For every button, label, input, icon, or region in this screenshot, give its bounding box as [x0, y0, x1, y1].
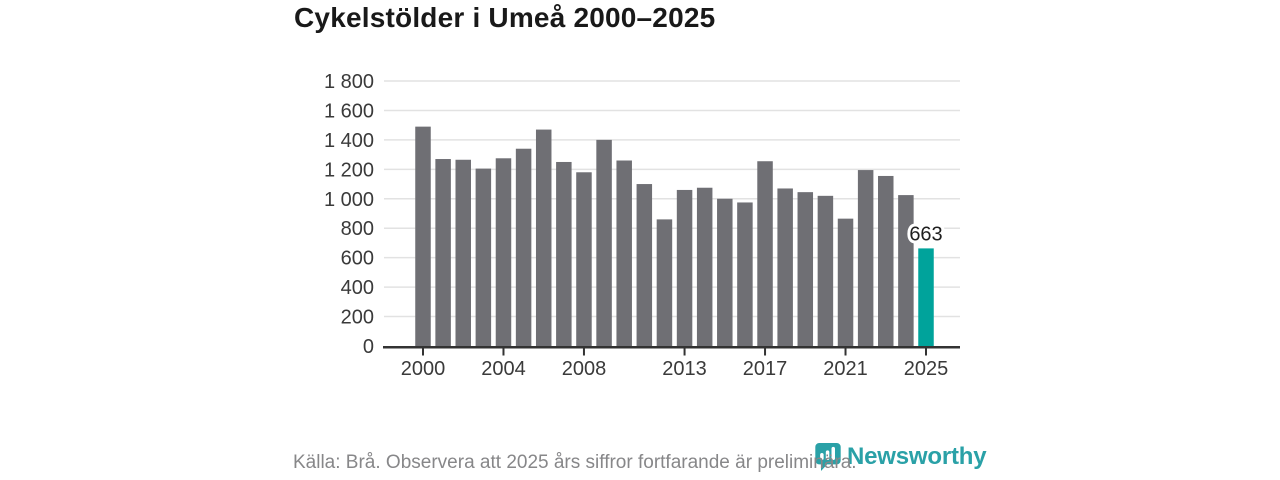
bar-2015: [717, 198, 733, 346]
bar-2005: [515, 148, 532, 346]
y-tick-label-1600: 1 600: [324, 100, 374, 122]
bar-2013: [676, 189, 693, 346]
source-note: Källa: Brå. Observera att 2025 års siffr…: [293, 452, 857, 473]
bar-2007: [556, 161, 572, 346]
bar-2006: [535, 129, 552, 346]
bar-2018: [777, 188, 793, 346]
x-tick-label-2000: 2000: [401, 358, 446, 380]
y-tick-label-200: 200: [341, 307, 374, 329]
bar-2022: [857, 170, 874, 346]
bar-2003: [475, 168, 492, 346]
x-tick-label-2013: 2013: [662, 358, 707, 380]
bar-2024: [898, 195, 914, 346]
x-tick-label-2017: 2017: [743, 358, 788, 380]
y-tick-label-0: 0: [363, 336, 374, 358]
bar-2012: [656, 219, 673, 346]
y-tick-label-1200: 1 200: [324, 159, 374, 181]
bar-2016: [737, 202, 753, 346]
newsworthy-logo-text: Newsworthy: [847, 442, 987, 470]
chart-title: Cykelstölder i Umeå 2000–2025: [294, 2, 716, 33]
y-tick-label-800: 800: [341, 218, 374, 240]
x-tick-label-2021: 2021: [823, 358, 868, 380]
bar-2021: [837, 218, 854, 346]
bar-2009: [596, 139, 612, 346]
bar-2014: [696, 187, 713, 346]
bar-2002: [455, 159, 471, 346]
y-tick-label-1000: 1 000: [324, 189, 374, 211]
bar-2000: [415, 126, 431, 346]
bar-2010: [616, 160, 632, 346]
y-tick-label-600: 600: [341, 248, 374, 270]
bar-value-label-2025: 663: [909, 223, 942, 245]
bar-2011: [636, 184, 653, 346]
y-tick-label-1800: 1 800: [324, 71, 374, 93]
y-tick-label-1400: 1 400: [324, 130, 374, 152]
bar-2023: [878, 175, 894, 346]
bar-2020: [817, 195, 834, 346]
bar-2001: [435, 159, 451, 346]
x-tick-label-2008: 2008: [562, 358, 607, 380]
bar-2008: [576, 172, 592, 346]
newsworthy-logo-icon: [815, 442, 841, 471]
x-tick-label-2025: 2025: [904, 358, 949, 380]
bar-2017: [757, 161, 773, 346]
x-tick-label-2004: 2004: [481, 358, 526, 380]
newsworthy-logo: Newsworthy: [814, 441, 987, 472]
bar-2004: [495, 158, 512, 346]
bar-2025: [918, 248, 934, 346]
bar-2019: [797, 192, 814, 346]
y-tick-label-400: 400: [341, 277, 374, 299]
